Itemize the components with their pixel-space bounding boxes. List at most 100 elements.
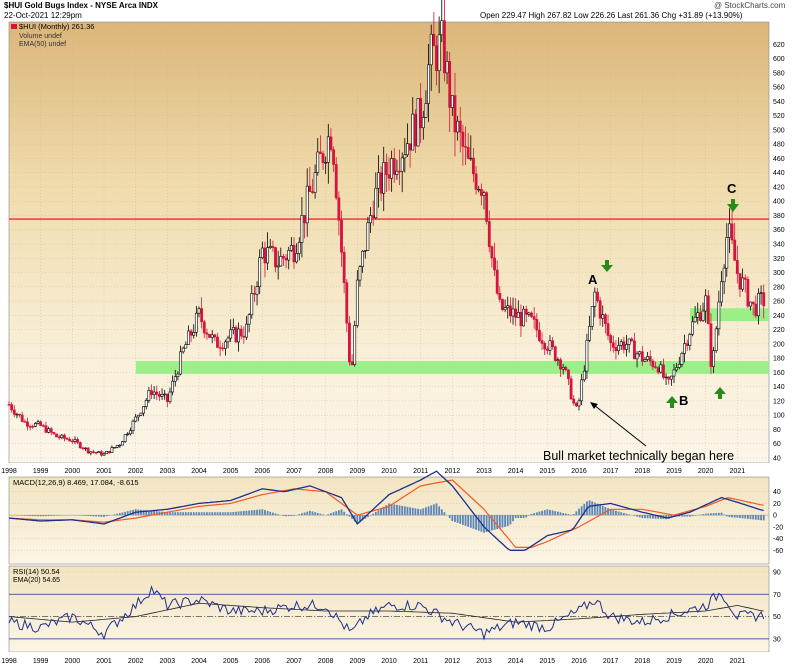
x-tick-label: 2018: [635, 468, 651, 475]
candle-body: [279, 256, 283, 267]
candle-body: [216, 336, 219, 348]
macd-histogram-bar: [45, 515, 47, 517]
candle-body: [464, 146, 467, 148]
candle-body: [654, 366, 657, 368]
x-tick-label: 2014: [508, 658, 524, 665]
candle-body: [675, 367, 679, 371]
macd-histogram-bar: [385, 505, 388, 516]
y-tick-label: 360: [773, 227, 785, 234]
x-tick-label: 2009: [350, 468, 366, 475]
macd-histogram-bar: [588, 500, 591, 516]
chart-header: $HUI Gold Bugs Index - NYSE Arca INDX 22…: [0, 0, 800, 22]
candle-body: [627, 338, 631, 345]
price-quote: Open 229.47 High 267.82 Low 226.26 Last …: [480, 11, 743, 20]
macd-histogram-bar: [488, 515, 491, 532]
candle-body: [355, 279, 359, 326]
candle-body: [693, 316, 697, 323]
candle-body: [553, 346, 557, 361]
macd-histogram-bar: [628, 514, 631, 516]
candle-body: [379, 172, 383, 194]
y-tick-label: 120: [773, 398, 785, 405]
candle-body: [36, 421, 40, 424]
y-tick-label: 460: [773, 156, 785, 163]
x-tick-label: 2009: [350, 658, 366, 665]
y-tick-label: 280: [773, 284, 785, 291]
candle-body: [638, 351, 642, 355]
candle-body: [395, 170, 399, 175]
candle-body: [701, 310, 705, 321]
macd-histogram-bar: [84, 515, 87, 516]
macd-histogram-bar: [195, 512, 198, 516]
signal-line: [8, 479, 764, 549]
candle-body: [677, 363, 681, 368]
candle-body: [406, 143, 409, 156]
macd-histogram-bar: [140, 509, 142, 516]
candle-body: [136, 414, 140, 418]
macd-histogram-bar: [366, 515, 369, 518]
candle-body: [73, 439, 77, 442]
macd-histogram-bar: [163, 511, 166, 516]
macd-histogram-bar: [725, 515, 728, 517]
candle-body: [603, 314, 607, 324]
macd-histogram-bar: [667, 515, 670, 519]
candle-body: [289, 245, 293, 251]
macd-histogram-bar: [211, 512, 214, 516]
macd-histogram-bar: [227, 512, 229, 516]
x-tick-label: 2000: [65, 658, 81, 665]
y-tick-label: 420: [773, 184, 785, 191]
candle-body: [503, 307, 507, 311]
candle-body: [92, 451, 95, 453]
candle-body: [158, 393, 161, 397]
macd-histogram-bar: [712, 513, 715, 516]
macd-histogram-bar: [50, 515, 53, 516]
y-tick-label: 100: [773, 413, 785, 420]
macd-histogram-bar: [422, 508, 425, 516]
candle-body: [717, 301, 721, 330]
candle-body: [556, 359, 560, 361]
candle-body: [751, 301, 755, 305]
candle-body: [334, 164, 338, 199]
candle-body: [398, 170, 401, 173]
macd-histogram-bar: [29, 515, 32, 516]
candle-body: [342, 251, 346, 283]
candle-body: [84, 447, 87, 450]
macd-histogram-bar: [388, 503, 390, 516]
y-tick-label: 580: [773, 70, 785, 77]
candle-body: [15, 413, 19, 416]
macd-histogram-bar: [443, 512, 446, 516]
macd-histogram-bar: [306, 511, 309, 516]
x-tick-label: 2021: [730, 468, 746, 475]
macd-histogram-bar: [377, 510, 380, 516]
candle-body: [276, 265, 280, 268]
candle-body: [374, 187, 378, 219]
macd-histogram-bar: [147, 510, 150, 516]
x-tick-label: 2000: [65, 468, 81, 475]
candle-body: [743, 277, 747, 280]
candle-body: [57, 436, 61, 439]
candle-body: [245, 323, 248, 338]
macd-histogram-bar: [504, 515, 507, 527]
candle-body: [97, 451, 101, 454]
macd-histogram-bar: [285, 515, 287, 517]
macd-histogram-bar: [517, 515, 520, 519]
macd-histogram-bar: [240, 511, 243, 516]
macd-histogram-bar: [559, 512, 562, 516]
candle-body: [482, 192, 486, 196]
y-tick-label: 50: [773, 614, 781, 621]
macd-histogram-bar: [176, 512, 179, 516]
candle-body: [669, 375, 673, 380]
macd-histogram-bar: [451, 515, 454, 521]
macd-histogram-bar: [546, 509, 549, 516]
candle-body: [720, 281, 723, 303]
x-tick-label: 2001: [96, 468, 112, 475]
macd-histogram-bar: [116, 513, 119, 516]
rsi-y-axis: 30 50 70 90: [773, 570, 781, 644]
macd-histogram-bar: [256, 509, 258, 516]
candle-body: [498, 293, 502, 300]
candle-body: [514, 308, 518, 318]
candle-body: [458, 120, 462, 133]
macd-histogram-bar: [356, 515, 359, 524]
macd-histogram-bar: [206, 512, 208, 516]
macd-histogram-bar: [31, 515, 34, 517]
candle-body: [698, 312, 702, 321]
